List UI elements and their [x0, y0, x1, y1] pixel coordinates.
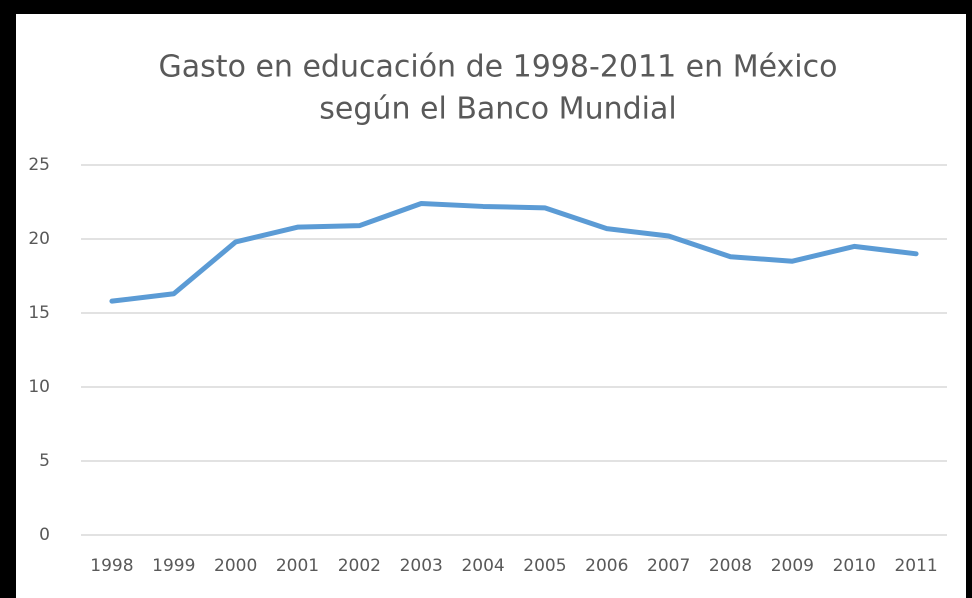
x-tick-label: 2008 — [709, 556, 752, 576]
chart-title: Gasto en educación de 1998-2011 en Méxic… — [159, 50, 838, 85]
x-tick-label: 2001 — [276, 556, 319, 576]
x-tick-label: 2006 — [585, 556, 628, 576]
x-tick-label: 1998 — [90, 556, 133, 576]
x-tick-label: 2003 — [400, 556, 443, 576]
x-tick-label: 2011 — [894, 556, 937, 576]
x-tick-label: 1999 — [152, 556, 195, 576]
y-tick-label: 5 — [39, 451, 50, 471]
y-tick-label: 20 — [28, 229, 50, 249]
x-tick-label: 2010 — [833, 556, 876, 576]
x-tick-label: 2009 — [771, 556, 814, 576]
y-tick-label: 25 — [28, 155, 50, 175]
y-tick-label: 10 — [28, 377, 50, 397]
y-tick-label: 0 — [39, 525, 50, 545]
x-tick-label: 2007 — [647, 556, 690, 576]
x-tick-label: 2005 — [523, 556, 566, 576]
chart-area — [16, 14, 966, 598]
x-tick-label: 2000 — [214, 556, 257, 576]
x-tick-label: 2002 — [338, 556, 381, 576]
x-tick-label: 2004 — [461, 556, 504, 576]
chart-title: según el Banco Mundial — [319, 92, 676, 127]
y-tick-label: 15 — [28, 303, 50, 323]
data-line — [109, 200, 919, 304]
